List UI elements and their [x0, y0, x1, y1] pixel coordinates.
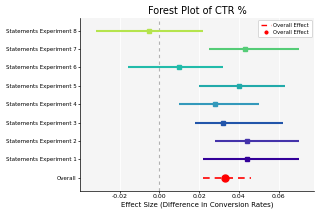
Legend: Overall Effect, Overall Effect: Overall Effect, Overall Effect: [258, 20, 312, 37]
Title: Forest Plot of CTR %: Forest Plot of CTR %: [148, 6, 246, 16]
X-axis label: Effect Size (Difference in Conversion Rates): Effect Size (Difference in Conversion Ra…: [121, 202, 273, 208]
